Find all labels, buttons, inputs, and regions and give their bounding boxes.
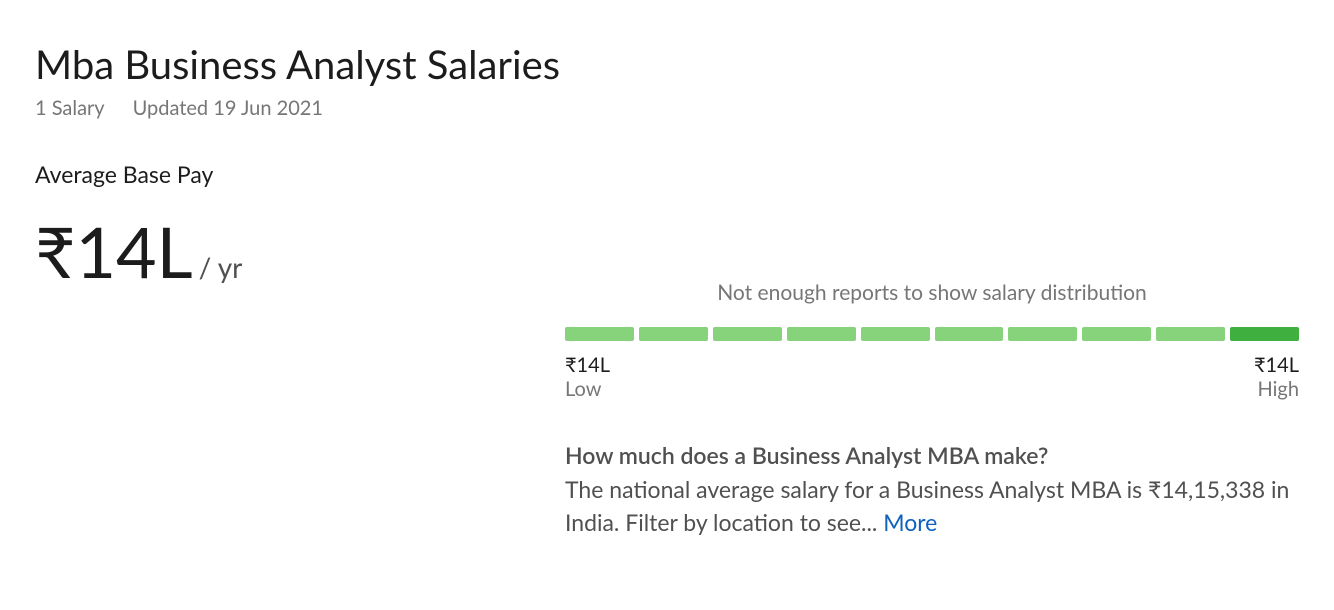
distribution-bar [787,327,856,341]
faq-question: How much does a Business Analyst MBA mak… [565,441,1299,469]
faq-answer: The national average salary for a Busine… [565,473,1299,540]
distribution-bar [565,327,634,341]
salary-value: ₹14L [35,216,193,286]
distribution-message: Not enough reports to show salary distri… [565,280,1299,305]
low-label: Low [565,377,610,401]
distribution-bars [565,327,1299,341]
low-value: ₹14L [565,353,610,377]
base-pay-section: Average Base Pay ₹14L / yr [35,160,525,540]
more-link[interactable]: More [883,508,937,536]
distribution-bar [639,327,708,341]
distribution-bar [713,327,782,341]
low-label-group: ₹14L Low [565,353,610,401]
salary-count: 1 Salary [35,96,105,120]
salary-amount: ₹14L / yr [35,216,525,286]
distribution-bar [1156,327,1225,341]
distribution-bar [861,327,930,341]
base-pay-label: Average Base Pay [35,160,525,188]
page-title: Mba Business Analyst Salaries [35,40,1299,88]
high-label-group: ₹14L High [1254,353,1299,401]
meta-row: 1 Salary Updated 19 Jun 2021 [35,96,1299,120]
salary-period: / yr [199,250,243,284]
distribution-bar [935,327,1004,341]
distribution-bar [1082,327,1151,341]
distribution-labels: ₹14L Low ₹14L High [565,353,1299,401]
content-row: Average Base Pay ₹14L / yr Not enough re… [35,160,1299,540]
distribution-bar [1230,327,1299,341]
high-value: ₹14L [1254,353,1299,377]
updated-date: Updated 19 Jun 2021 [133,96,323,120]
distribution-bar [1008,327,1077,341]
high-label: High [1258,377,1299,401]
distribution-section: Not enough reports to show salary distri… [565,160,1299,540]
